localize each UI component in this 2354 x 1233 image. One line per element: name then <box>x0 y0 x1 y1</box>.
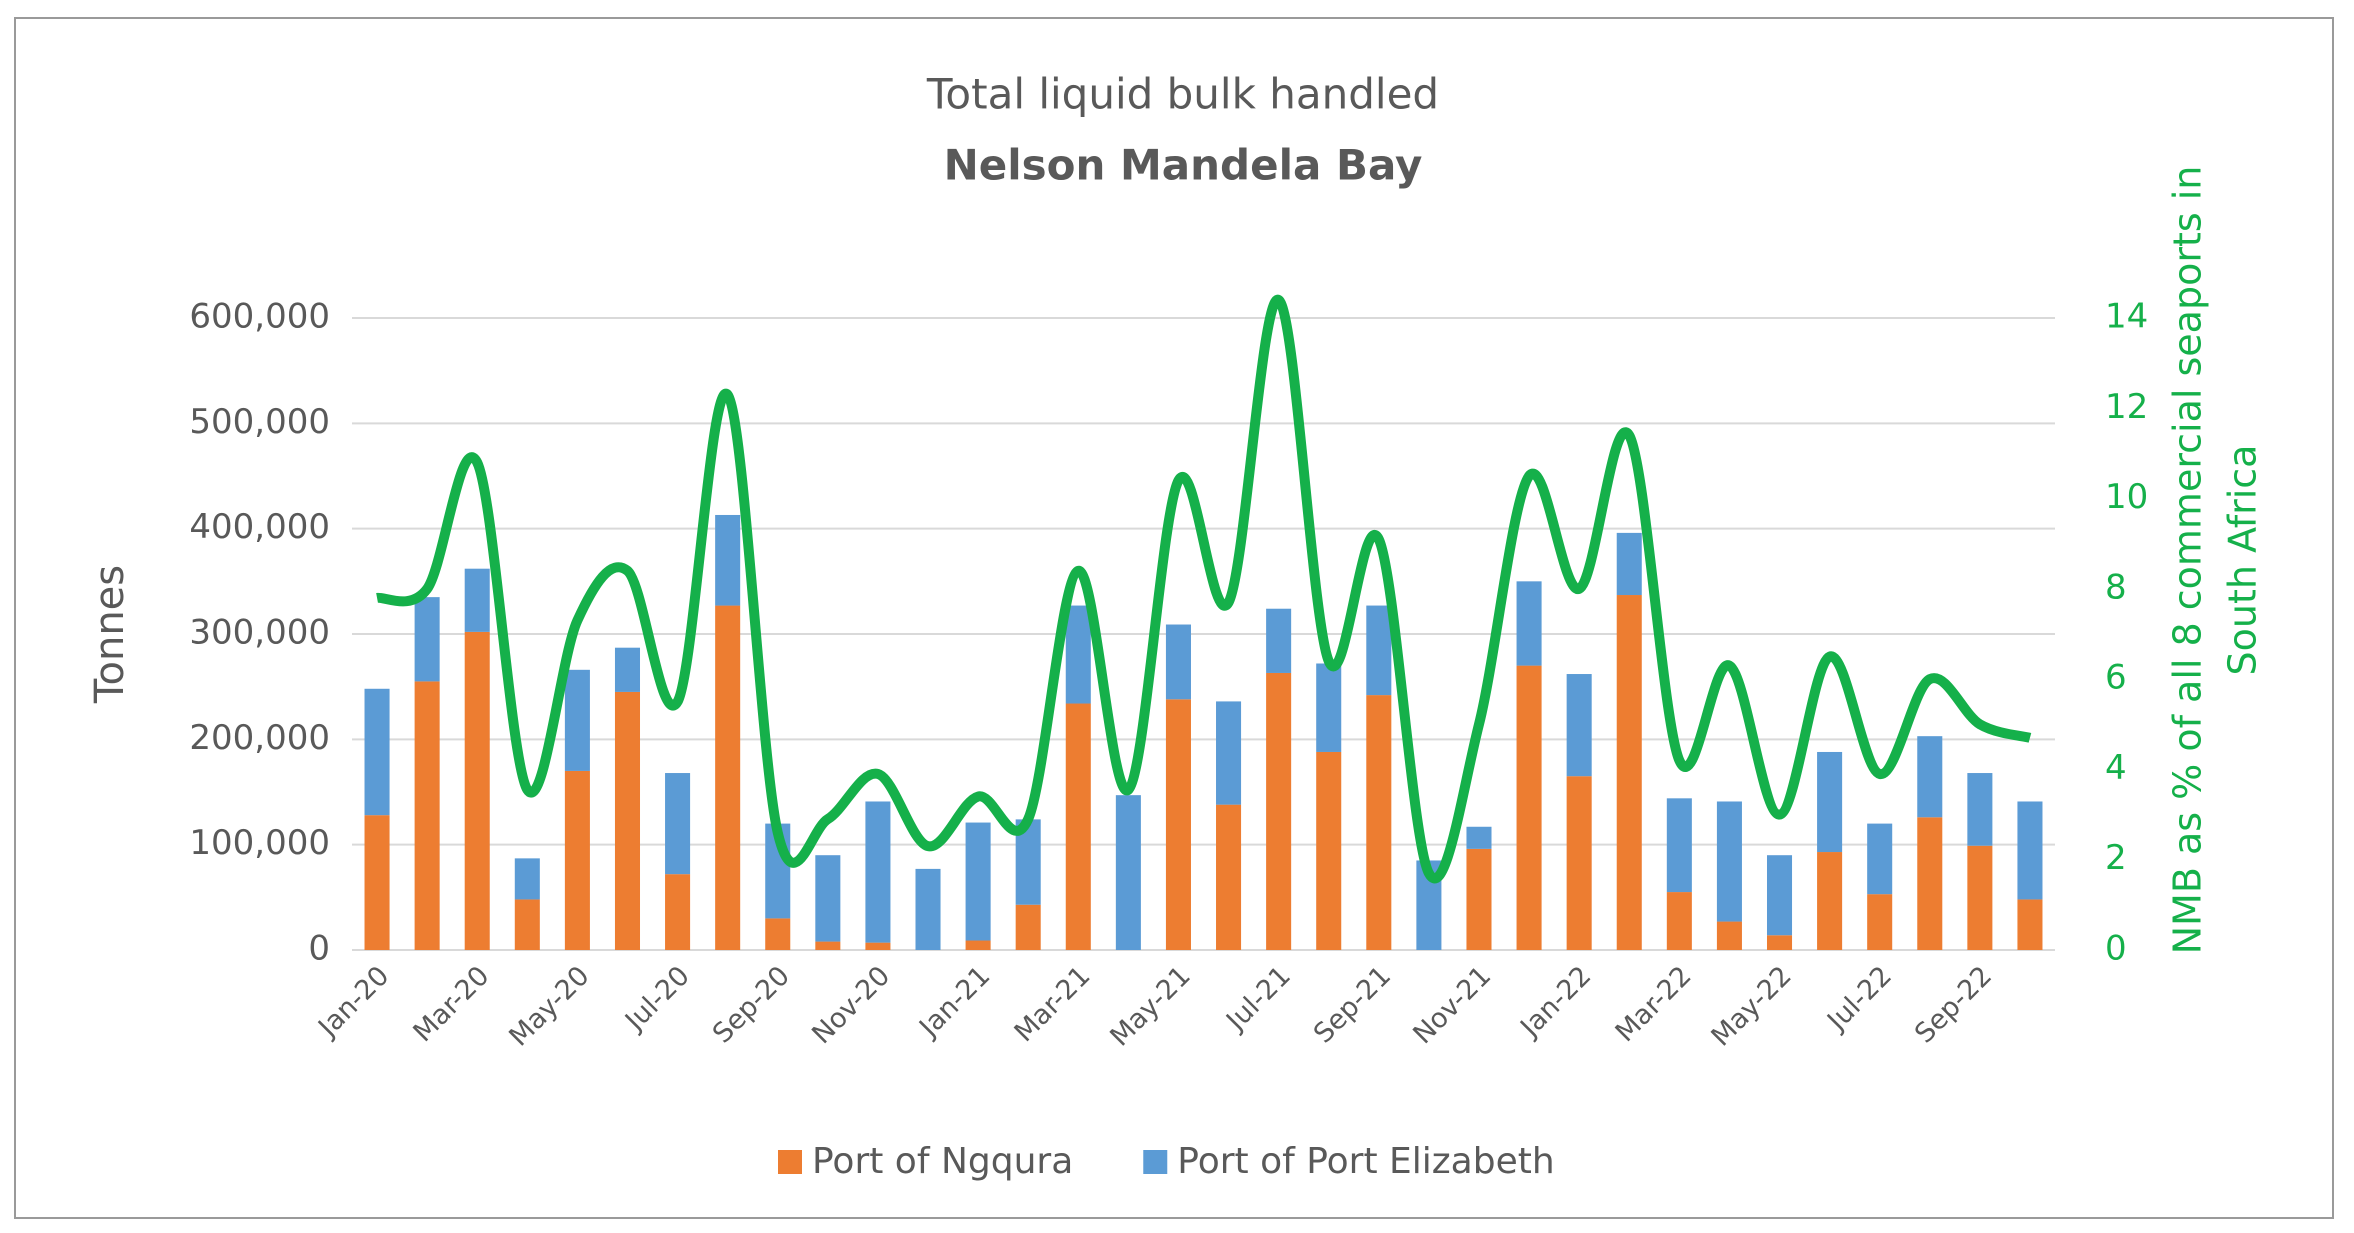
y2-tick-label: 4 <box>2105 748 2127 788</box>
bar <box>715 514 741 606</box>
bar <box>1566 776 1592 950</box>
bar <box>614 647 641 692</box>
y2-tick-label: 14 <box>2105 297 2148 337</box>
y2-tick-label: 6 <box>2105 658 2127 698</box>
legend-label: Port of Ngqura <box>812 1141 1073 1182</box>
bar <box>564 669 590 771</box>
bar <box>1917 736 1943 818</box>
y-axis-label: Tonnes <box>87 565 133 704</box>
bar <box>1266 672 1292 950</box>
bar <box>1266 608 1292 673</box>
bar <box>765 918 791 950</box>
y2-axis-label: South Africa <box>2221 445 2265 676</box>
y2-axis-label: NMB as % of all 8 commercial seaports in <box>2166 166 2210 955</box>
bar <box>815 855 841 942</box>
bar <box>1967 845 1993 950</box>
bar <box>1165 624 1191 700</box>
chart-title: Total liquid bulk handled <box>926 70 1439 119</box>
bar <box>364 815 390 950</box>
y-tick-label: 0 <box>308 929 330 969</box>
y2-tick-label: 2 <box>2105 838 2127 878</box>
bar <box>1216 701 1242 805</box>
bar <box>1666 798 1692 893</box>
bar <box>665 874 691 950</box>
bar <box>815 941 841 950</box>
y-tick-label: 200,000 <box>189 718 330 758</box>
bar <box>1917 817 1943 950</box>
bar <box>1466 826 1492 849</box>
bar <box>1516 581 1542 666</box>
y-tick-label: 100,000 <box>189 823 330 863</box>
bar <box>2017 801 2043 900</box>
bar <box>464 631 490 950</box>
bar <box>1316 663 1342 752</box>
bar <box>1366 695 1392 950</box>
bar <box>514 858 540 900</box>
bar <box>1716 801 1742 922</box>
bar <box>1466 848 1492 950</box>
bar <box>965 822 991 941</box>
bar <box>1566 674 1592 777</box>
chart-border <box>14 17 2334 1219</box>
y-tick-label: 500,000 <box>189 402 330 442</box>
bar <box>1065 605 1091 704</box>
legend-label: Port of Port Elizabeth <box>1177 1141 1554 1182</box>
bar <box>414 597 440 682</box>
y2-tick-label: 0 <box>2105 929 2127 969</box>
y-tick-label: 600,000 <box>189 297 330 337</box>
bar <box>965 940 991 950</box>
bar <box>1616 595 1642 950</box>
bar <box>1867 894 1893 950</box>
bar <box>1216 804 1242 950</box>
legend-swatch <box>1143 1150 1168 1174</box>
bar <box>1165 699 1191 950</box>
y2-tick-label: 12 <box>2105 387 2148 427</box>
bar <box>1967 773 1993 846</box>
bar <box>915 868 941 950</box>
bar <box>614 691 641 950</box>
bar <box>1316 751 1342 950</box>
bar <box>514 899 540 950</box>
y-tick-label: 400,000 <box>189 507 330 547</box>
y-tick-label: 300,000 <box>189 613 330 653</box>
chart-subtitle: Nelson Mandela Bay <box>944 141 1423 190</box>
bar <box>865 801 891 943</box>
bar <box>364 688 390 816</box>
legend-swatch <box>778 1150 802 1174</box>
line <box>376 294 2032 884</box>
y2-tick-label: 8 <box>2105 567 2127 607</box>
bar <box>865 942 891 950</box>
bar <box>1817 751 1843 853</box>
bar <box>1716 921 1742 950</box>
bar <box>1516 665 1542 950</box>
bar <box>1065 703 1091 950</box>
bar <box>1817 852 1843 950</box>
bar <box>564 770 590 950</box>
bar <box>1115 795 1141 950</box>
bar <box>2017 899 2043 950</box>
bar <box>1015 904 1041 950</box>
bar <box>1766 855 1793 936</box>
bar <box>1867 823 1893 895</box>
bar <box>1766 935 1793 950</box>
bar <box>414 681 440 950</box>
bar <box>464 568 490 632</box>
bar <box>665 773 691 875</box>
bar <box>1616 532 1642 596</box>
bar <box>715 605 741 950</box>
bar <box>1366 605 1392 696</box>
y2-tick-label: 10 <box>2105 477 2148 517</box>
bar <box>1666 892 1692 950</box>
